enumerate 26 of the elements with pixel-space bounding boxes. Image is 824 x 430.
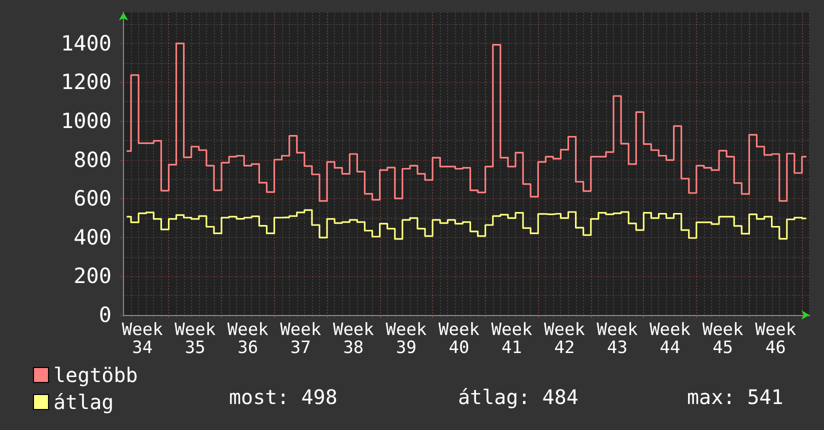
x-tick-label: Week 35 <box>174 320 216 358</box>
legend-label: legtöbb <box>54 363 138 387</box>
x-tick-label: Week 45 <box>702 320 744 358</box>
x-tick-label: Week 44 <box>650 320 691 358</box>
y-tick-label: 200 <box>74 264 112 288</box>
x-tick-label: Week 34 <box>122 320 163 358</box>
y-tick-label: 1200 <box>60 70 112 94</box>
text: átlag: 484 <box>458 385 578 409</box>
x-tick-label: Week 36 <box>227 320 268 358</box>
y-tick-label: 400 <box>74 225 112 250</box>
x-tick-label: Week 39 <box>386 320 427 358</box>
y-tick-label: 1400 <box>60 31 112 56</box>
y-tick-label: 800 <box>74 148 112 172</box>
x-tick-label: Week 43 <box>596 320 638 358</box>
text: most: 498 <box>229 385 338 409</box>
y-tick-label: 0 <box>98 303 112 327</box>
y-tick-label: 1000 <box>60 109 112 134</box>
x-tick-label: Week 37 <box>280 320 322 358</box>
legend-label: átlag <box>54 390 114 414</box>
x-tick-label: Week 40 <box>438 320 480 358</box>
text: max: 541 <box>687 385 784 409</box>
x-tick-label: Week 42 <box>544 320 585 358</box>
x-tick-label: Week 41 <box>491 320 532 358</box>
x-tick-label: Week 46 <box>755 320 796 358</box>
x-tick-label: Week 38 <box>332 320 374 358</box>
y-tick-label: 600 <box>74 186 112 211</box>
